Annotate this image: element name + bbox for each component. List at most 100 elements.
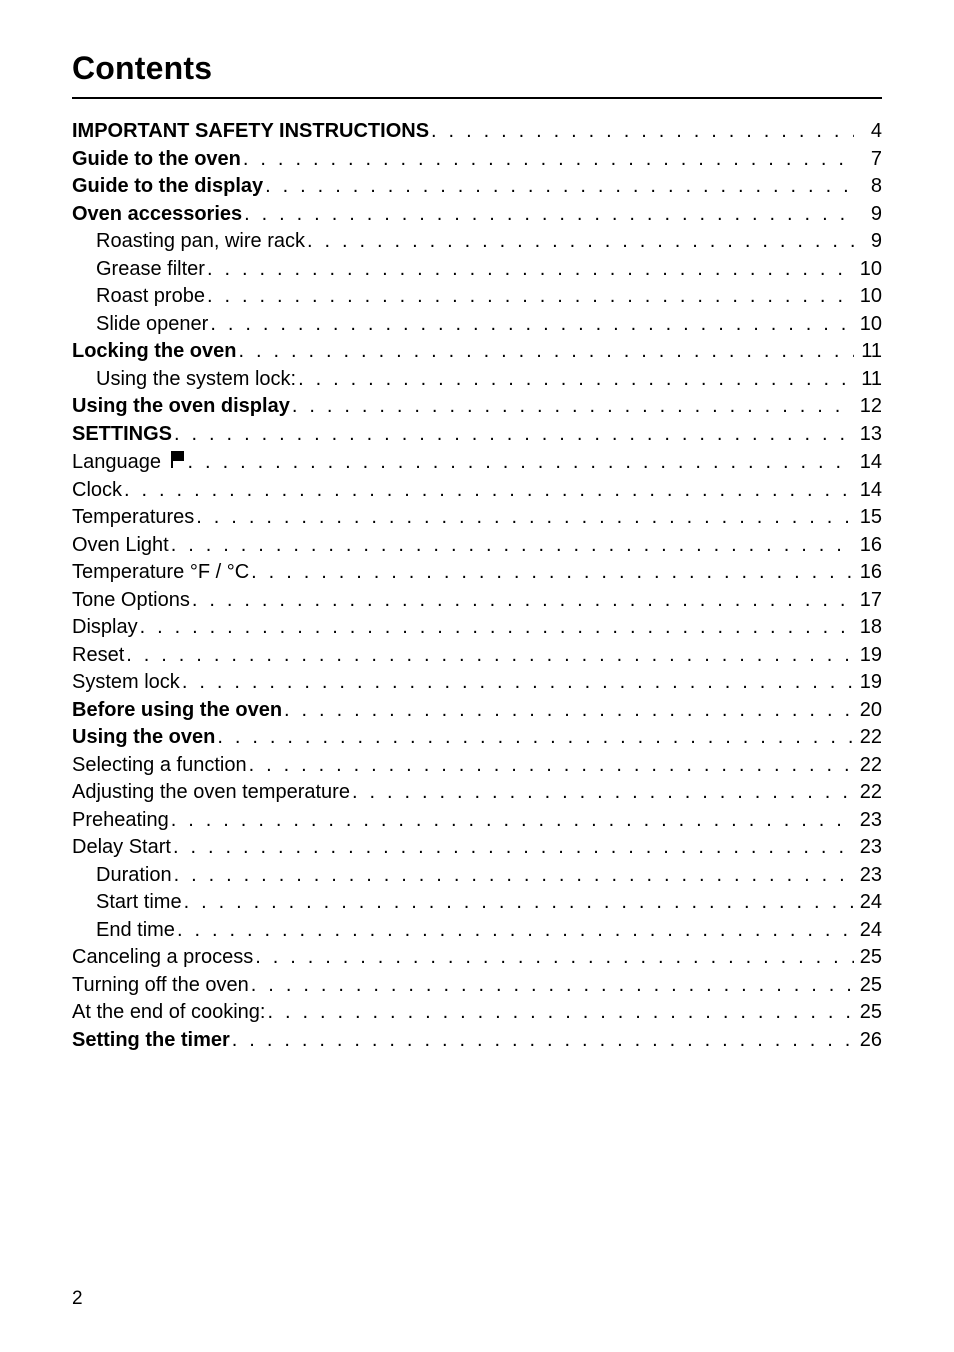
toc-label: IMPORTANT SAFETY INSTRUCTIONS (72, 121, 429, 141)
page: Contents IMPORTANT SAFETY INSTRUCTIONS4 G… (0, 0, 954, 1352)
toc-row: Roasting pan, wire rack9 (72, 231, 882, 251)
toc-leader-dots (242, 204, 854, 224)
toc-label: Before using the oven (72, 700, 282, 720)
toc-leader-dots (241, 149, 854, 169)
toc-label: Roast probe (72, 286, 205, 306)
toc-label: Slide opener (72, 314, 208, 334)
toc-label: System lock (72, 672, 180, 692)
toc-leader-dots (205, 286, 854, 306)
toc-row: Selecting a function 22 (72, 755, 882, 775)
toc-page-number: 25 (854, 1002, 882, 1022)
toc-label: Using the oven display (72, 396, 290, 416)
toc-leader-dots (249, 562, 854, 582)
toc-row: Locking the oven11 (72, 341, 882, 361)
toc-label: Selecting a function (72, 755, 247, 775)
toc-row: Setting the timer26 (72, 1030, 882, 1050)
toc-row: IMPORTANT SAFETY INSTRUCTIONS4 (72, 121, 882, 141)
toc-label: Guide to the oven (72, 149, 241, 169)
toc-label: End time (72, 920, 175, 940)
toc-label: Tone Options (72, 590, 190, 610)
toc-page-number: 25 (854, 975, 882, 995)
toc-row: Temperature °F / °C16 (72, 562, 882, 582)
toc-label: Turning off the oven (72, 975, 249, 995)
toc-leader-dots (305, 231, 854, 251)
toc-row: Guide to the oven7 (72, 149, 882, 169)
toc-page-number: 19 (854, 672, 882, 692)
toc-page-number: 11 (854, 369, 882, 389)
toc-leader-dots (190, 590, 854, 610)
toc-page-number: 14 (854, 452, 882, 472)
toc-row: Delay Start23 (72, 837, 882, 857)
toc-page-number: 9 (854, 204, 882, 224)
toc-row: Using the oven display12 (72, 396, 882, 416)
toc-label: Oven Light (72, 535, 169, 555)
toc-label: Guide to the display (72, 176, 263, 196)
toc-leader-dots (182, 892, 854, 912)
toc-page-number: 24 (854, 920, 882, 940)
toc-row: Roast probe10 (72, 286, 882, 306)
toc-page-number: 8 (854, 176, 882, 196)
toc-row: Oven Light16 (72, 535, 882, 555)
toc-row: Clock 14 (72, 480, 882, 500)
toc-label: SETTINGS (72, 424, 172, 444)
toc-row: Before using the oven 20 (72, 700, 882, 720)
toc-page-number: 26 (854, 1030, 882, 1050)
toc-page-number: 23 (854, 810, 882, 830)
toc-label: Grease filter (72, 259, 205, 279)
toc-page-number: 10 (854, 314, 882, 334)
toc-leader-dots (236, 341, 854, 361)
toc-label: Using the system lock: (72, 369, 296, 389)
toc-leader-dots (290, 396, 854, 416)
title-rule (72, 97, 882, 99)
toc-row: Slide opener 10 (72, 314, 882, 334)
toc-label: Temperatures (72, 507, 194, 527)
toc-page-number: 22 (854, 727, 882, 747)
toc-leader-dots (296, 369, 854, 389)
toc-row: Tone Options 17 (72, 590, 882, 610)
toc-leader-dots (194, 507, 854, 527)
toc-label: Duration (72, 865, 172, 885)
toc-leader-dots (208, 314, 854, 334)
toc-label: Locking the oven (72, 341, 236, 361)
toc-label: Start time (72, 892, 182, 912)
toc-label: Preheating (72, 810, 169, 830)
toc-leader-dots (215, 727, 854, 747)
toc-label: Delay Start (72, 837, 171, 857)
toc-page-number: 17 (854, 590, 882, 610)
toc-leader-dots (253, 947, 854, 967)
toc-label: Clock (72, 480, 122, 500)
toc-leader-dots (282, 700, 854, 720)
toc-leader-dots (230, 1030, 854, 1050)
toc-page-number: 10 (854, 259, 882, 279)
toc-row: Using the oven22 (72, 727, 882, 747)
toc-page-number: 22 (854, 755, 882, 775)
toc-page-number: 14 (854, 480, 882, 500)
toc-row: Oven accessories9 (72, 204, 882, 224)
toc-page-number: 9 (854, 231, 882, 251)
toc-page-number: 15 (854, 507, 882, 527)
toc-leader-dots (169, 810, 854, 830)
toc-row: Guide to the display 8 (72, 176, 882, 196)
toc-leader-dots (175, 920, 854, 940)
toc-page-number: 18 (854, 617, 882, 637)
toc-row: Display18 (72, 617, 882, 637)
footer-page-number: 2 (72, 1288, 83, 1310)
toc-row: Grease filter 10 (72, 259, 882, 279)
toc-leader-dots (180, 672, 854, 692)
toc-leader-dots (138, 617, 854, 637)
toc-row: Reset19 (72, 645, 882, 665)
toc-leader-dots (249, 975, 854, 995)
toc-row: Using the system lock: 11 (72, 369, 882, 389)
toc-leader-dots (350, 782, 854, 802)
toc-row: Duration23 (72, 865, 882, 885)
toc-label: Language (72, 451, 186, 472)
toc-page-number: 20 (854, 700, 882, 720)
toc-leader-dots (263, 176, 854, 196)
toc-label: Canceling a process (72, 947, 253, 967)
toc-row: Adjusting the oven temperature22 (72, 782, 882, 802)
toc-row: Language 14 (72, 451, 882, 472)
toc-label: Temperature °F / °C (72, 562, 249, 582)
flag-icon (171, 451, 186, 468)
page-title: Contents (72, 50, 882, 87)
toc-leader-dots (122, 480, 854, 500)
